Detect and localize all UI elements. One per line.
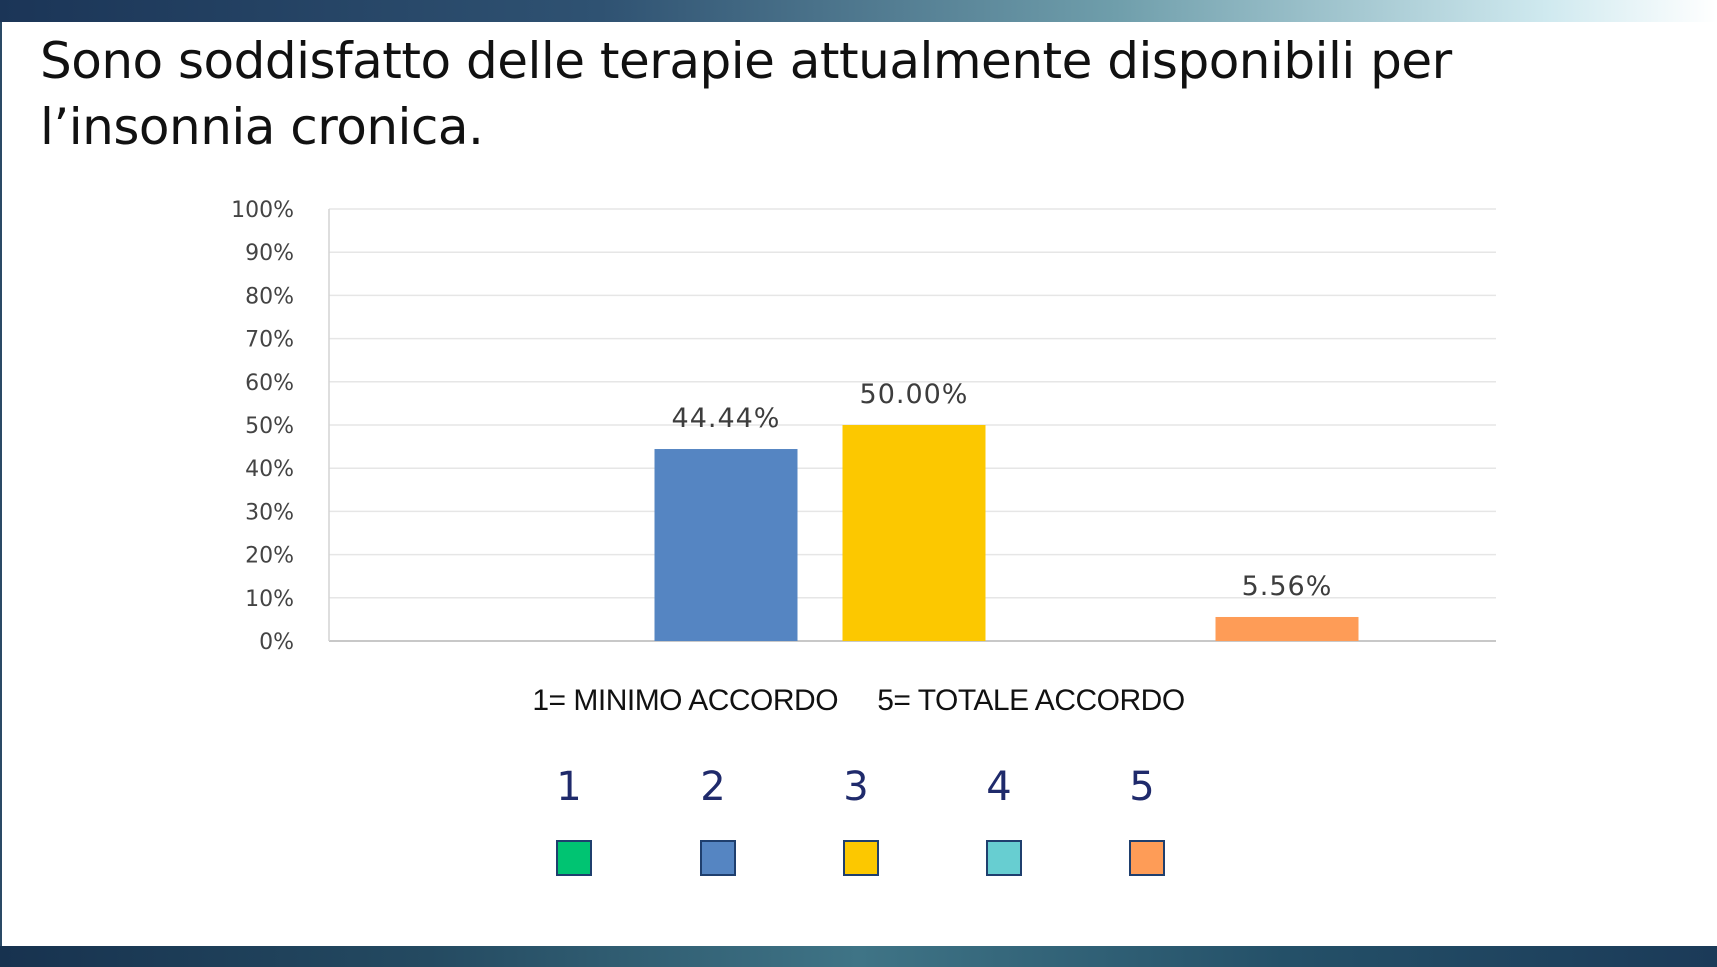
legend-swatch-3 [843,840,879,876]
legend-swatch-2 [700,840,736,876]
y-tick-label: 70% [245,328,294,353]
bar-category-2 [654,449,798,641]
y-tick-label: 90% [245,241,294,266]
y-tick-label: 40% [245,457,294,482]
left-edge-line [0,22,2,946]
data-label: 44.44% [672,403,781,434]
y-tick-label: 100% [231,198,294,223]
y-tick-label: 50% [245,414,294,439]
y-tick-label: 80% [245,284,294,309]
scale-caption: 1= MINIMO ACCORDO 5= TOTALE ACCORDO [532,684,1185,717]
y-tick-label: 20% [245,544,294,569]
data-label: 50.00% [860,379,969,410]
legend-label-1: 1 [556,764,582,810]
legend-label-2: 2 [700,764,726,810]
y-tick-label: 10% [245,587,294,612]
y-tick-label: 30% [245,500,294,525]
bar-category-5 [1215,616,1359,641]
bottom-decorative-band [0,946,1717,967]
legend-label-5: 5 [1129,764,1155,810]
legend-swatch-4 [986,840,1022,876]
bar-category-3 [842,425,986,641]
legend-label-4: 4 [986,764,1012,810]
legend-swatch-1 [556,840,592,876]
y-tick-label: 60% [245,371,294,396]
y-tick-label: 0% [259,630,294,655]
data-label: 5.56% [1242,571,1333,602]
top-decorative-band [0,0,1717,22]
legend-label-3: 3 [843,764,869,810]
slide-title: Sono soddisfatto delle terapie attualmen… [40,32,1452,156]
legend-swatch-5 [1129,840,1165,876]
